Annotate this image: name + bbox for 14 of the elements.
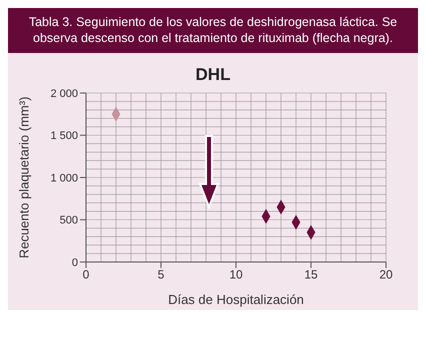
y-tick-label: 0 — [72, 256, 78, 268]
y-tick-label: 1 500 — [50, 130, 78, 142]
x-tick-label: 5 — [158, 267, 165, 282]
x-tick-label: 0 — [82, 267, 90, 282]
x-tick-label: 20 — [379, 267, 393, 282]
x-tick-label: 15 — [304, 267, 318, 282]
x-tick-label: 10 — [229, 267, 243, 282]
y-tick-label: 2 000 — [50, 87, 78, 100]
x-axis-title: Días de Hospitalización — [168, 292, 304, 306]
y-tick-label: 500 — [60, 214, 78, 226]
chart-title: Tabla 3. Seguimiento de los valores de deshidrogenasa láctica. Se observa descenso con el tratamiento de rituximab (flecha negra). — [8, 8, 418, 52]
chart-subtitle: DHL — [194, 64, 232, 84]
y-axis-title: Recuento plaquetario (mm³) — [16, 96, 32, 258]
y-tick-label: 1 000 — [50, 172, 78, 184]
